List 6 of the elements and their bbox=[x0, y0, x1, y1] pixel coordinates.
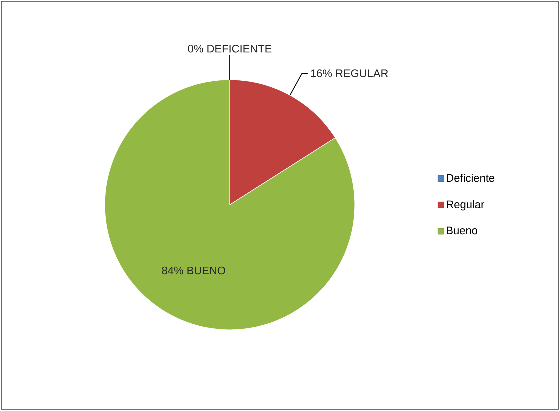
text: 0% DEFICIENTE bbox=[188, 45, 272, 53]
data-label: 84% BUENO bbox=[162, 266, 226, 275]
legend-label: Bueno bbox=[447, 226, 478, 235]
data-label: 16% REGULAR bbox=[311, 70, 388, 78]
legend-label: Regular bbox=[447, 200, 485, 211]
legend-label: Deficiente bbox=[447, 174, 495, 182]
